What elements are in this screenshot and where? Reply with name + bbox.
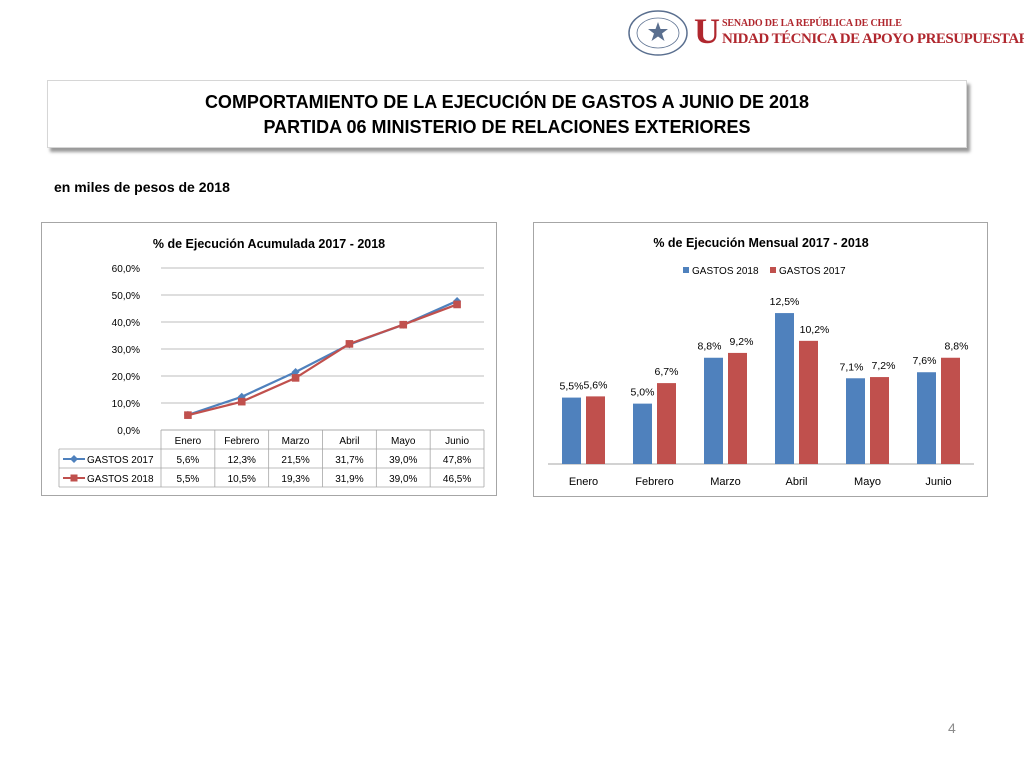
- data-point-marker: [184, 411, 192, 419]
- cumulative-chart-panel: % de Ejecución Acumulada 2017 - 2018 0,0%…: [41, 222, 497, 496]
- x-category-label: Enero: [569, 476, 598, 488]
- y-tick-label: 10,0%: [112, 399, 140, 410]
- y-tick-label: 30,0%: [112, 345, 140, 356]
- legend-key-marker: [70, 455, 78, 463]
- cumulative-line-chart: % de Ejecución Acumulada 2017 - 2018 0,0%…: [58, 237, 485, 488]
- page-number: 4: [948, 720, 956, 736]
- bar-data-label: 7,1%: [840, 361, 864, 373]
- bar-gastos-2018: [704, 357, 723, 464]
- bar-data-label: 5,6%: [584, 379, 608, 391]
- page-title-line-2: PARTIDA 06 MINISTERIO DE RELACIONES EXTE…: [263, 117, 751, 137]
- data-point-marker: [399, 320, 408, 329]
- table-value-cell: 10,5%: [228, 474, 256, 485]
- data-point-marker: [291, 374, 300, 382]
- monthly-bar-chart: % de Ejecución Mensual 2017 - 2018 GASTOS…: [548, 236, 974, 488]
- table-value-cell: 21,5%: [281, 455, 309, 466]
- bar-gastos-2018: [775, 313, 794, 464]
- monthly-chart-panel: % de Ejecución Mensual 2017 - 2018 GASTOS…: [533, 222, 988, 497]
- series-line-1: [187, 303, 458, 417]
- bar-gastos-2018: [633, 403, 652, 464]
- bar-gastos-2017: [586, 396, 605, 464]
- y-tick-label: 0,0%: [117, 426, 140, 437]
- x-category-label: Junio: [925, 476, 951, 488]
- legend-series-name: GASTOS 2018: [87, 474, 154, 485]
- y-tick-label: 20,0%: [112, 372, 140, 383]
- brand-line-2: NIDAD TÉCNICA DE APOYO PRESUPUESTARIO: [722, 31, 1024, 47]
- bar-data-label: 7,2%: [872, 360, 896, 372]
- bar-gastos-2017: [870, 377, 889, 464]
- legend-key-marker: [70, 474, 78, 482]
- bar-data-label: 8,8%: [945, 341, 969, 353]
- x-category-label: Mayo: [854, 476, 881, 488]
- data-point-marker: [453, 300, 461, 309]
- chart-title: % de Ejecución Acumulada 2017 - 2018: [153, 237, 385, 251]
- legend-label: GASTOS 2017: [779, 266, 846, 277]
- page-title-line-1: COMPORTAMIENTO DE LA EJECUCIÓN DE GASTOS…: [204, 92, 810, 112]
- x-category-label: Enero: [175, 436, 202, 447]
- brand-initial: U: [694, 11, 720, 51]
- bar-gastos-2017: [728, 352, 747, 464]
- table-value-cell: 5,5%: [177, 474, 200, 485]
- title-box: COMPORTAMIENTO DE LA EJECUCIÓN DE GASTOS…: [47, 80, 967, 148]
- x-category-label: Marzo: [282, 436, 310, 447]
- chart-title: % de Ejecución Mensual 2017 - 2018: [653, 236, 868, 250]
- table-value-cell: 47,8%: [443, 455, 471, 466]
- data-point-marker: [345, 340, 354, 348]
- data-point-marker: [291, 367, 300, 376]
- x-category-label: Mayo: [391, 436, 416, 447]
- x-category-label: Abril: [785, 476, 807, 488]
- bar-gastos-2018: [562, 397, 581, 464]
- x-category-label: Febrero: [635, 476, 674, 488]
- x-category-label: Marzo: [710, 476, 741, 488]
- bar-data-label: 7,6%: [913, 355, 937, 367]
- legend-swatch: [770, 267, 776, 273]
- bar-gastos-2018: [846, 378, 865, 464]
- bar-data-label: 5,0%: [631, 387, 655, 399]
- x-category-label: Junio: [445, 436, 469, 447]
- senado-seal-icon: [628, 10, 688, 56]
- bar-gastos-2018: [917, 372, 936, 464]
- y-tick-label: 40,0%: [112, 318, 140, 329]
- table-value-cell: 31,7%: [335, 455, 363, 466]
- brand-line-1: SENADO DE LA REPÚBLICA DE CHILE: [722, 18, 902, 29]
- x-category-label: Abril: [339, 436, 359, 447]
- table-value-cell: 5,6%: [177, 455, 200, 466]
- table-value-cell: 46,5%: [443, 474, 471, 485]
- table-value-cell: 31,9%: [335, 474, 363, 485]
- legend-series-name: GASTOS 2017: [87, 455, 154, 466]
- x-category-label: Febrero: [224, 436, 259, 447]
- y-tick-label: 60,0%: [112, 264, 140, 275]
- table-value-cell: 19,3%: [281, 474, 309, 485]
- bar-data-label: 8,8%: [698, 341, 722, 353]
- data-point-marker: [237, 397, 246, 406]
- table-value-cell: 39,0%: [389, 474, 417, 485]
- header-logo: U SENADO DE LA REPÚBLICA DE CHILE NIDAD …: [628, 8, 1024, 58]
- bar-data-label: 5,5%: [560, 381, 584, 393]
- bar-data-label: 6,7%: [655, 366, 679, 378]
- bar-gastos-2017: [941, 357, 960, 464]
- table-value-cell: 12,3%: [228, 455, 256, 466]
- bar-data-label: 10,2%: [800, 324, 830, 336]
- y-tick-label: 50,0%: [112, 291, 140, 302]
- legend-label: GASTOS 2018: [692, 266, 759, 277]
- table-value-cell: 39,0%: [389, 455, 417, 466]
- bar-gastos-2017: [799, 340, 818, 464]
- bar-data-label: 9,2%: [730, 336, 754, 348]
- series-line-0: [187, 299, 458, 416]
- units-subtitle: en miles de pesos de 2018: [54, 179, 230, 195]
- bar-data-label: 12,5%: [770, 296, 800, 308]
- bar-gastos-2017: [657, 383, 676, 464]
- legend-swatch: [683, 267, 689, 273]
